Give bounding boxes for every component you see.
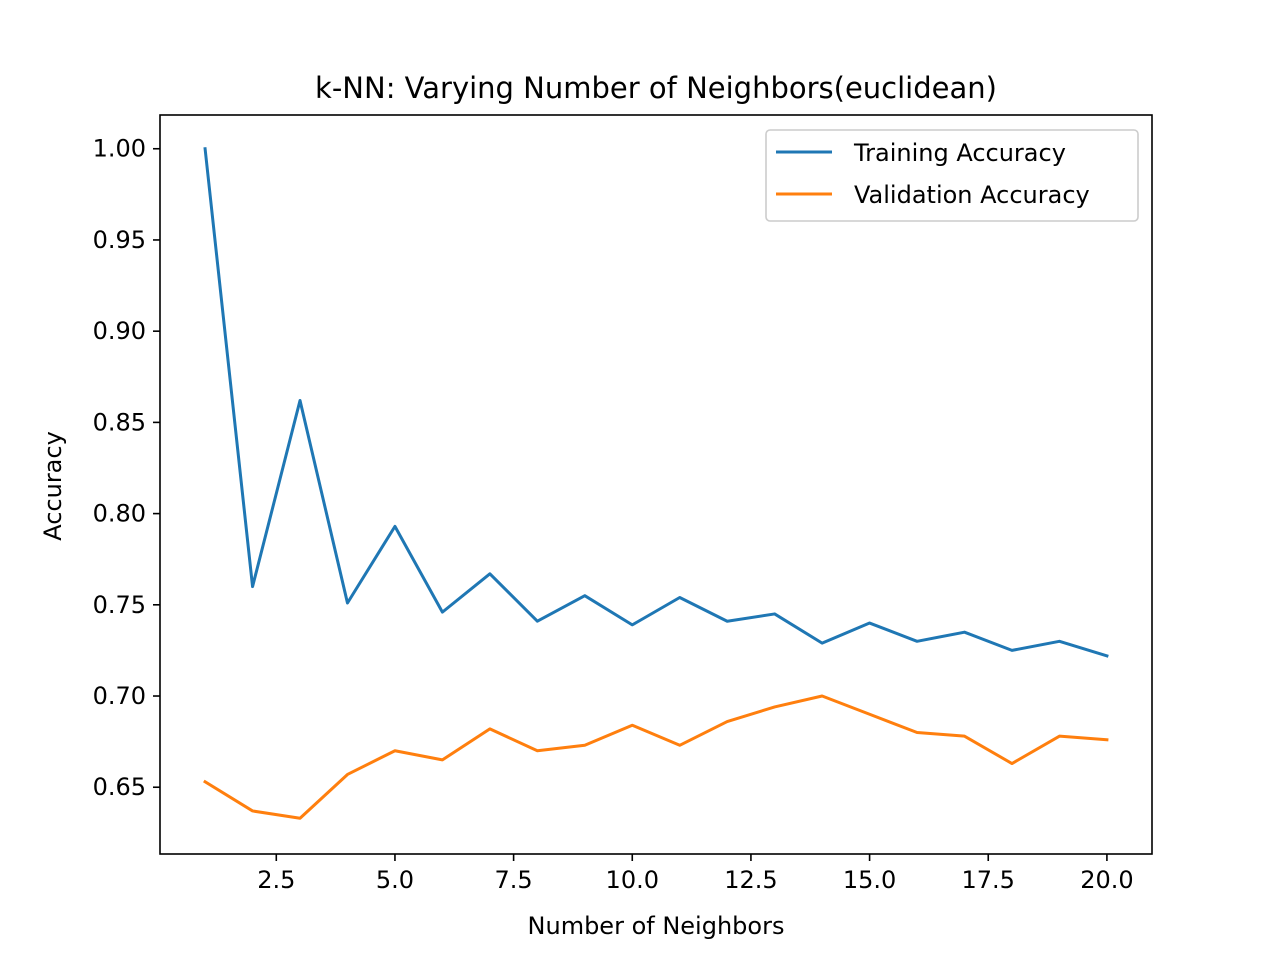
y-tick-label: 1.00 xyxy=(93,135,146,163)
plot-background xyxy=(160,115,1152,854)
legend-label-validation: Validation Accuracy xyxy=(854,181,1090,209)
x-tick-label: 5.0 xyxy=(376,866,414,894)
x-tick-label: 20.0 xyxy=(1080,866,1133,894)
chart-title: k-NN: Varying Number of Neighbors(euclid… xyxy=(315,71,997,105)
x-tick-label: 10.0 xyxy=(606,866,659,894)
axes-layer: 2.5 5.0 7.5 10.0 12.5 15.0 17.5 20.0 0.65 0.70 0.7… xyxy=(93,114,1153,894)
axes-frame xyxy=(159,114,1153,855)
y-tick-label: 0.85 xyxy=(93,408,146,436)
series-layer xyxy=(203,147,1109,820)
x-tick-label: 2.5 xyxy=(257,866,295,894)
x-tick-label: 7.5 xyxy=(495,866,533,894)
legend-label-training: Training Accuracy xyxy=(853,139,1066,167)
y-tick-label: 0.75 xyxy=(93,591,146,619)
y-tick-label: 0.65 xyxy=(93,773,146,801)
series-line-validation xyxy=(203,694,1109,820)
plot-area xyxy=(160,115,1152,854)
x-tick-label: 12.5 xyxy=(724,866,777,894)
x-axis-title: Number of Neighbors xyxy=(528,912,785,940)
y-tick-label: 0.70 xyxy=(93,682,146,710)
legend: Training Accuracy Validation Accuracy xyxy=(765,129,1139,222)
y-tick-label: 0.95 xyxy=(93,226,146,254)
series-line-training xyxy=(203,147,1109,658)
y-tick-label: 0.80 xyxy=(93,500,146,528)
x-tick-label: 15.0 xyxy=(843,866,896,894)
y-tick-label: 0.90 xyxy=(93,317,146,345)
y-axis-title: Accuracy xyxy=(39,431,67,541)
x-tick-label: 17.5 xyxy=(962,866,1015,894)
legend-box xyxy=(765,129,1139,222)
